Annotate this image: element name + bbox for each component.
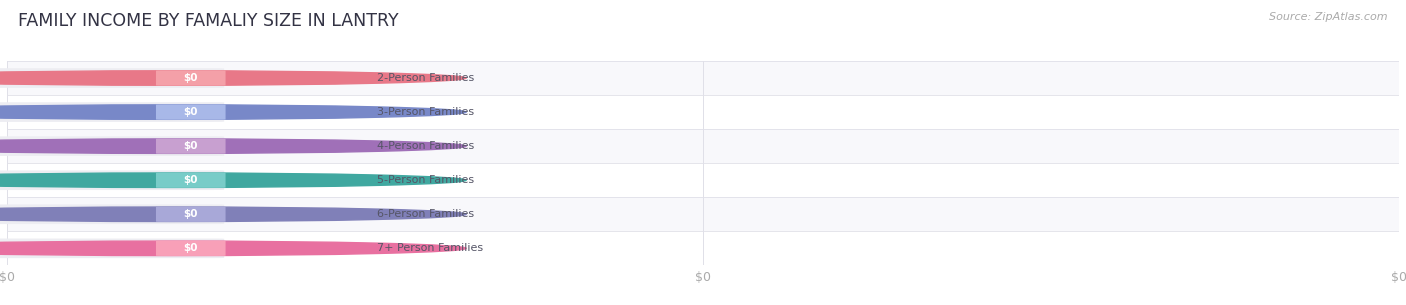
FancyBboxPatch shape	[156, 138, 225, 154]
Text: 3-Person Families: 3-Person Families	[377, 107, 474, 117]
FancyBboxPatch shape	[0, 136, 224, 156]
Text: $0: $0	[184, 175, 198, 185]
Circle shape	[0, 207, 467, 221]
Text: Source: ZipAtlas.com: Source: ZipAtlas.com	[1270, 12, 1388, 22]
Circle shape	[0, 139, 467, 153]
Text: $0: $0	[184, 209, 198, 219]
FancyBboxPatch shape	[156, 173, 225, 188]
FancyBboxPatch shape	[0, 239, 224, 258]
FancyBboxPatch shape	[156, 70, 225, 86]
Bar	[7, 197, 1399, 231]
Text: $0: $0	[184, 243, 198, 253]
Bar	[7, 163, 1399, 197]
Text: 5-Person Families: 5-Person Families	[377, 175, 474, 185]
Text: 6-Person Families: 6-Person Families	[377, 209, 474, 219]
FancyBboxPatch shape	[0, 204, 224, 224]
FancyBboxPatch shape	[0, 170, 224, 190]
FancyBboxPatch shape	[156, 206, 225, 222]
Circle shape	[0, 71, 467, 85]
Text: $0: $0	[184, 107, 198, 117]
FancyBboxPatch shape	[0, 102, 224, 122]
Circle shape	[0, 105, 467, 119]
FancyBboxPatch shape	[0, 68, 224, 88]
Text: FAMILY INCOME BY FAMALIY SIZE IN LANTRY: FAMILY INCOME BY FAMALIY SIZE IN LANTRY	[18, 12, 399, 30]
Circle shape	[0, 241, 467, 256]
Text: $0: $0	[184, 141, 198, 151]
FancyBboxPatch shape	[156, 241, 225, 256]
Text: 2-Person Families: 2-Person Families	[377, 73, 475, 83]
Bar	[7, 95, 1399, 129]
Bar	[7, 231, 1399, 265]
Circle shape	[0, 173, 467, 188]
Text: 7+ Person Families: 7+ Person Families	[377, 243, 484, 253]
Text: 4-Person Families: 4-Person Families	[377, 141, 475, 151]
Bar	[7, 61, 1399, 95]
FancyBboxPatch shape	[156, 104, 225, 120]
Text: $0: $0	[184, 73, 198, 83]
Bar	[7, 129, 1399, 163]
